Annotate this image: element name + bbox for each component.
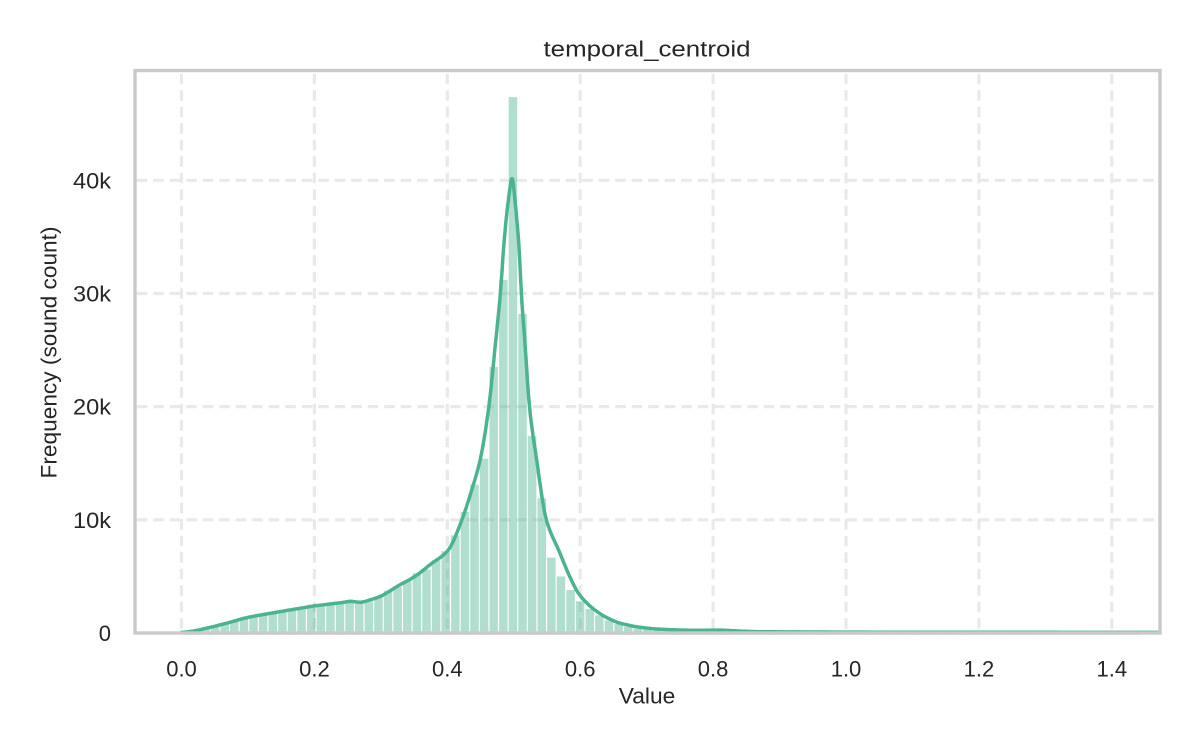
svg-text:40k: 40k <box>73 168 112 193</box>
svg-text:20k: 20k <box>73 395 112 420</box>
svg-text:Frequency (sound count): Frequency (sound count) <box>37 226 62 478</box>
svg-text:30k: 30k <box>73 282 112 307</box>
svg-text:Value: Value <box>619 684 676 709</box>
svg-text:0.8: 0.8 <box>698 657 729 682</box>
svg-text:1.0: 1.0 <box>831 657 862 682</box>
svg-text:10k: 10k <box>73 508 112 533</box>
svg-text:0.2: 0.2 <box>299 657 330 682</box>
svg-text:temporal_centroid: temporal_centroid <box>544 37 751 62</box>
svg-text:1.4: 1.4 <box>1097 657 1128 682</box>
svg-text:0.4: 0.4 <box>432 657 463 682</box>
svg-text:0.0: 0.0 <box>166 657 197 682</box>
svg-text:0.6: 0.6 <box>565 657 596 682</box>
svg-text:1.2: 1.2 <box>964 657 995 682</box>
svg-text:0: 0 <box>99 621 111 646</box>
